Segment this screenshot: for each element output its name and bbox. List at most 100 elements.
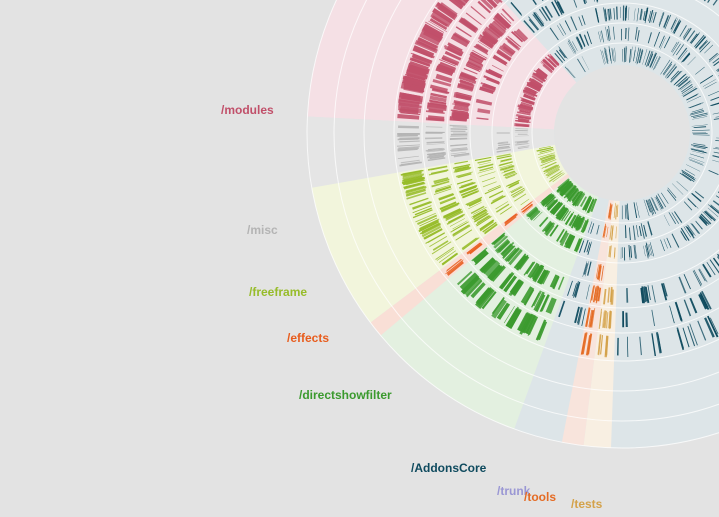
label-effects[interactable]: /effects — [287, 331, 330, 345]
activity-mark-freeframe — [500, 158, 512, 162]
activity-mark-freeframe — [405, 182, 424, 189]
activity-mark-addonscore — [583, 34, 590, 46]
activity-mark-addonscore — [651, 285, 656, 303]
activity-mark-addonscore — [682, 88, 698, 98]
activity-mark-directshowfilter — [463, 277, 483, 297]
activity-mark-effects — [522, 205, 534, 214]
activity-mark-modules — [448, 0, 464, 10]
activity-mark-modules — [404, 85, 424, 93]
activity-mark-modules — [517, 105, 533, 111]
activity-mark-freeframe — [454, 166, 470, 171]
activity-mark-modules — [397, 113, 420, 120]
activity-mark-directshowfilter — [498, 273, 513, 290]
activity-mark-addonscore — [564, 20, 572, 32]
label-trunk[interactable]: /trunk — [497, 484, 531, 498]
activity-mark-addonscore — [681, 171, 695, 181]
activity-mark-directshowfilter — [480, 257, 497, 274]
activity-mark-addonscore — [704, 317, 715, 338]
activity-mark-addonscore — [528, 16, 540, 30]
activity-mark-addonscore — [651, 56, 658, 69]
activity-mark-addonscore — [672, 183, 684, 195]
activity-mark-freeframe — [465, 196, 483, 206]
activity-mark-modules — [473, 45, 489, 56]
activity-mark-addonscore — [600, 49, 605, 65]
activity-mark-modules — [444, 50, 462, 61]
sector-directshowfilter — [380, 176, 599, 430]
activity-mark-addonscore — [626, 204, 628, 220]
activity-mark-addonscore — [703, 0, 706, 2]
activity-mark-addonscore — [658, 11, 664, 25]
activity-mark-directshowfilter — [527, 262, 540, 279]
activity-mark-freeframe — [475, 210, 488, 219]
activity-mark-addonscore — [674, 301, 683, 321]
activity-mark-addonscore — [586, 242, 591, 253]
activity-mark-addonscore — [713, 61, 719, 67]
activity-mark-modules — [500, 12, 512, 24]
label-modules[interactable]: /modules — [221, 103, 274, 117]
activity-mark-freeframe — [421, 222, 441, 234]
activity-mark-addonscore — [611, 48, 614, 61]
activity-mark-modules — [458, 17, 479, 34]
activity-mark-modules — [458, 75, 477, 84]
ring-guide-5 — [421, 0, 719, 334]
label-misc[interactable]: /misc — [247, 223, 278, 237]
activity-mark-misc — [428, 148, 445, 150]
activity-mark-addonscore — [532, 14, 543, 27]
activity-mark-freeframe — [546, 164, 560, 173]
activity-mark-modules — [454, 33, 469, 43]
activity-mark-addonscore — [690, 110, 705, 115]
activity-mark-directshowfilter — [533, 264, 542, 278]
activity-mark-addonscore — [687, 325, 696, 347]
label-directshowfilter[interactable]: /directshowfilter — [299, 388, 392, 402]
activity-mark-addonscore — [663, 36, 671, 49]
label-freeframe[interactable]: /freeframe — [249, 285, 308, 299]
activity-mark-addonscore — [707, 0, 711, 3]
activity-mark-addonscore — [607, 29, 610, 42]
activity-mark-misc — [516, 141, 529, 144]
activity-mark-effects — [504, 216, 517, 227]
ring-guide-1 — [511, 22, 719, 244]
activity-mark-modules — [472, 49, 488, 59]
activity-mark-addonscore — [686, 224, 694, 235]
activity-mark-addonscore — [680, 81, 692, 91]
activity-mark-addonscore — [686, 94, 698, 101]
label-tools[interactable]: /tools — [524, 490, 556, 504]
activity-mark-freeframe — [503, 168, 514, 173]
activity-mark-addonscore — [682, 28, 690, 38]
label-tests[interactable]: /tests — [571, 497, 603, 511]
activity-mark-addonscore — [681, 86, 697, 96]
activity-mark-freeframe — [452, 220, 468, 230]
activity-mark-addonscore — [602, 50, 606, 64]
activity-mark-addonscore — [636, 202, 640, 218]
activity-mark-modules — [425, 21, 445, 33]
activity-mark-addonscore — [710, 102, 719, 107]
activity-mark-addonscore — [687, 224, 696, 236]
activity-mark-freeframe — [472, 209, 487, 219]
activity-mark-directshowfilter — [522, 313, 536, 334]
activity-mark-addonscore — [573, 0, 578, 8]
activity-mark-addonscore — [604, 47, 609, 64]
activity-mark-addonscore — [708, 90, 719, 97]
activity-mark-directshowfilter — [504, 247, 518, 262]
label-addonscore[interactable]: /AddonsCore — [411, 461, 487, 475]
activity-mark-tools — [600, 265, 604, 281]
activity-mark-directshowfilter — [472, 249, 489, 265]
activity-mark-addonscore — [679, 25, 687, 37]
activity-mark-addonscore — [636, 8, 639, 22]
activity-mark-addonscore — [596, 10, 600, 22]
activity-mark-modules — [544, 56, 556, 68]
activity-mark-freeframe — [550, 171, 562, 179]
activity-mark-misc — [450, 143, 468, 147]
activity-mark-addonscore — [702, 263, 712, 278]
activity-mark-directshowfilter — [572, 191, 583, 207]
activity-mark-addonscore — [651, 198, 659, 211]
activity-mark-addonscore — [710, 317, 719, 335]
activity-mark-addonscore — [578, 16, 583, 27]
activity-mark-misc — [398, 146, 420, 149]
activity-mark-directshowfilter — [559, 230, 568, 243]
activity-mark-freeframe — [423, 228, 443, 240]
activity-mark-modules — [422, 23, 444, 40]
activity-mark-addonscore — [570, 16, 578, 31]
activity-mark-misc — [515, 142, 528, 145]
activity-mark-addonscore — [676, 181, 689, 192]
